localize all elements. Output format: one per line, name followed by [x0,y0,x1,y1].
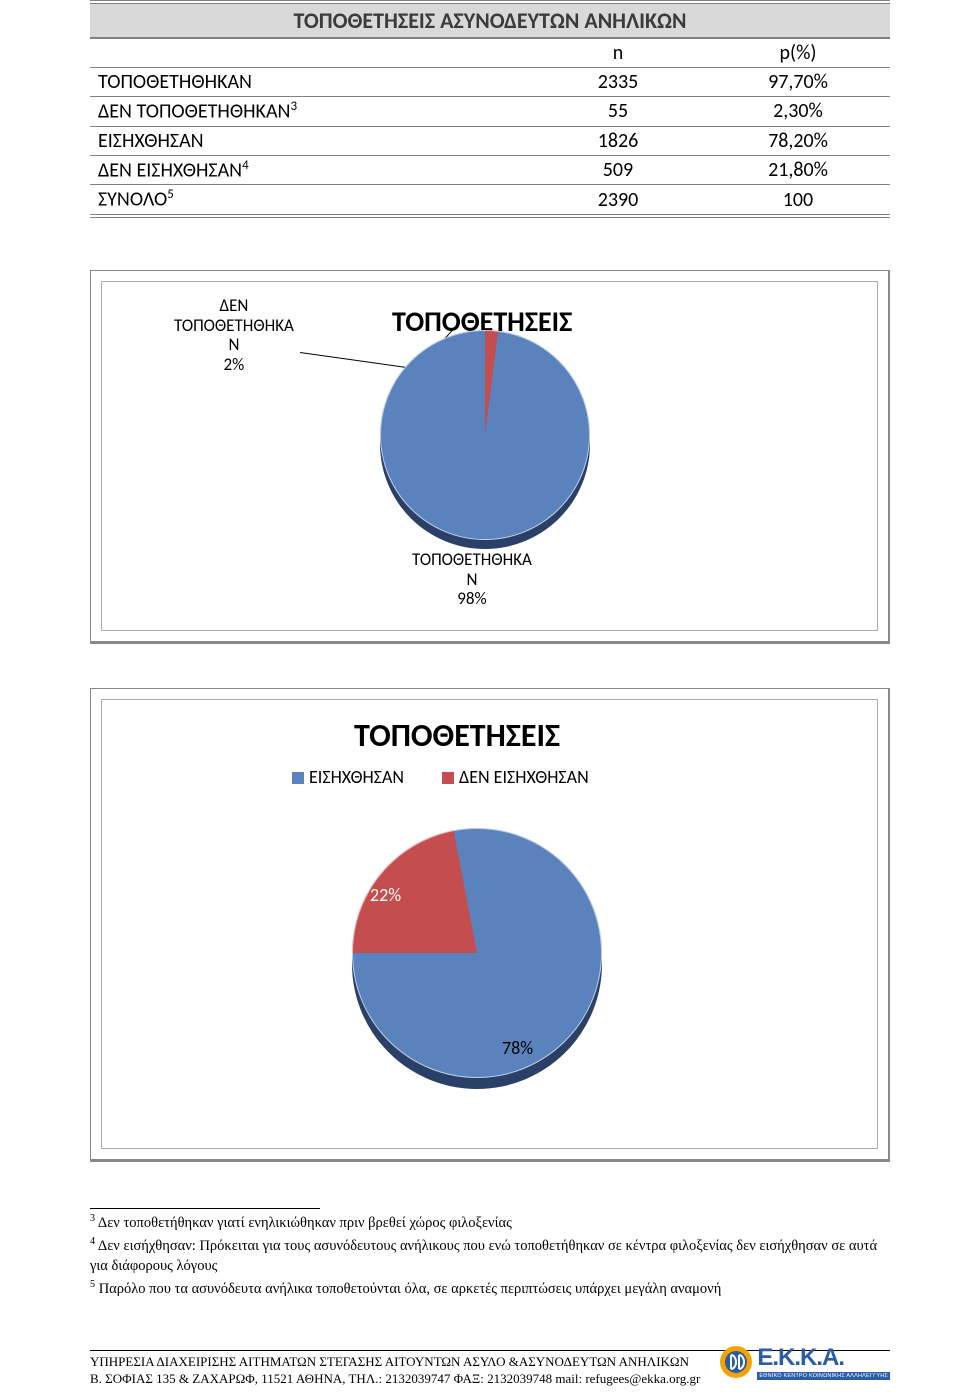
col-p-header: p(%) [706,39,890,68]
footer-line-1: ΥΠΗΡΕΣΙΑ ΔΙΑΧΕΙΡΙΣΗΣ ΑΙΤΗΜΑΤΩΝ ΣΤΕΓΑΣΗΣ … [90,1354,707,1371]
ekka-logo: Ε.Κ.Κ.Α. ΕΘΝΙΚΟ ΚΕΝΤΡΟ ΚΟΙΝΩΝΙΚΗΣ ΑΛΛΗΛΕ… [719,1344,890,1380]
row-n: 2390 [530,185,706,214]
row-label: ΤΟΠΟΘΕΤΗΘΗΚΑΝ [90,68,530,97]
row-label: ΔΕΝ ΤΟΠΟΘΕΤΗΘΗΚΑΝ3 [90,97,530,127]
row-p: 100 [706,185,890,214]
row-p: 97,70% [706,68,890,97]
col-n-header: n [530,39,706,68]
row-label: ΣΥΝΟΛΟ5 [90,185,530,214]
logo-icon [719,1345,753,1379]
footnote-5: Παρόλο που τα ασυνόδευτα ανήλικα τοποθετ… [99,1281,722,1297]
page-footer: ΥΠΗΡΕΣΙΑ ΔΙΑΧΕΙΡΙΣΗΣ ΑΙΤΗΜΑΤΩΝ ΣΤΕΓΑΣΗΣ … [90,1350,890,1390]
row-n: 55 [530,97,706,127]
footnote-divider [90,1208,320,1209]
chart1-label-placed: ΤΟΠΟΘΕΤΗΘΗΚΑ Ν 98% [412,550,532,609]
row-n: 1826 [530,126,706,155]
chart2-label-78: 78% [502,1038,533,1059]
chart2: ΤΟΠΟΘΕΤΗΣΕΙΣ ΕΙΣΗΧΘΗΣΑΝ ΔΕΝ ΕΙΣΗΧΘΗΣΑΝ 22… [101,699,878,1149]
chart2-title: ΤΟΠΟΘΕΤΗΣΕΙΣ [354,716,560,755]
chart1-leader [300,352,419,370]
legend-item: ΕΙΣΗΧΘΗΣΑΝ [292,766,404,788]
legend-swatch [442,772,454,784]
chart2-legend: ΕΙΣΗΧΘΗΣΑΝ ΔΕΝ ΕΙΣΗΧΘΗΣΑΝ [292,766,589,788]
footnote-4: Δεν εισήχθησαν: Πρόκειται για τους ασυνό… [90,1238,877,1274]
row-label: ΔΕΝ ΕΙΣΗΧΘΗΣΑΝ4 [90,155,530,185]
row-n: 2335 [530,68,706,97]
chart2-label-22: 22% [370,885,401,906]
row-n: 509 [530,155,706,185]
footnotes: 3 Δεν τοποθετήθηκαν γιατί ενηλικιώθηκαν … [90,1208,890,1300]
row-p: 78,20% [706,126,890,155]
chart1-label-not-placed: ΔΕΝ ΤΟΠΟΘΕΤΗΘΗΚΑ Ν 2% [174,296,294,374]
logo-subtext: ΕΘΝΙΚΟ ΚΕΝΤΡΟ ΚΟΙΝΩΝΙΚΗΣ ΑΛΛΗΛΕΓΓΥΗΣ [757,1372,890,1380]
table-row: ΕΙΣΗΧΘΗΣΑΝ182678,20% [90,126,890,155]
table-row: ΤΟΠΟΘΕΤΗΘΗΚΑΝ233597,70% [90,68,890,97]
logo-text: Ε.Κ.Κ.Α. [757,1344,890,1372]
table-row: ΔΕΝ ΤΟΠΟΘΕΤΗΘΗΚΑΝ3552,30% [90,97,890,127]
row-p: 21,80% [706,155,890,185]
row-label: ΕΙΣΗΧΘΗΣΑΝ [90,126,530,155]
table-row: ΔΕΝ ΕΙΣΗΧΘΗΣΑΝ450921,80% [90,155,890,185]
row-p: 2,30% [706,97,890,127]
footer-line-2: Β. ΣΟΦΙΑΣ 135 & ΖΑΧΑΡΩΦ, 11521 ΑΘΗΝΑ, ΤΗ… [90,1371,707,1388]
legend-swatch [292,772,304,784]
table-row: ΣΥΝΟΛΟ52390100 [90,185,890,214]
table-title: ΤΟΠΟΘΕΤΗΣΕΙΣ ΑΣΥΝΟΔΕΥΤΩΝ ΑΝΗΛΙΚΩΝ [90,4,890,39]
chart2-frame: ΤΟΠΟΘΕΤΗΣΕΙΣ ΕΙΣΗΧΘΗΣΑΝ ΔΕΝ ΕΙΣΗΧΘΗΣΑΝ 22… [90,688,890,1162]
data-table: n p(%) ΤΟΠΟΘΕΤΗΘΗΚΑΝ233597,70%ΔΕΝ ΤΟΠΟΘΕ… [90,39,890,214]
chart1-frame: ΤΟΠΟΘΕΤΗΣΕΙΣ ΔΕΝ ΤΟΠΟΘΕΤΗΘΗΚΑ Ν 2% ΤΟΠΟΘ… [90,270,890,644]
legend-item: ΔΕΝ ΕΙΣΗΧΘΗΣΑΝ [442,766,589,788]
chart1: ΤΟΠΟΘΕΤΗΣΕΙΣ ΔΕΝ ΤΟΠΟΘΕΤΗΘΗΚΑ Ν 2% ΤΟΠΟΘ… [101,281,878,631]
footnote-3: Δεν τοποθετήθηκαν γιατί ενηλικιώθηκαν πρ… [98,1215,512,1231]
placements-table: ΤΟΠΟΘΕΤΗΣΕΙΣ ΑΣΥΝΟΔΕΥΤΩΝ ΑΝΗΛΙΚΩΝ n p(%)… [90,0,890,218]
